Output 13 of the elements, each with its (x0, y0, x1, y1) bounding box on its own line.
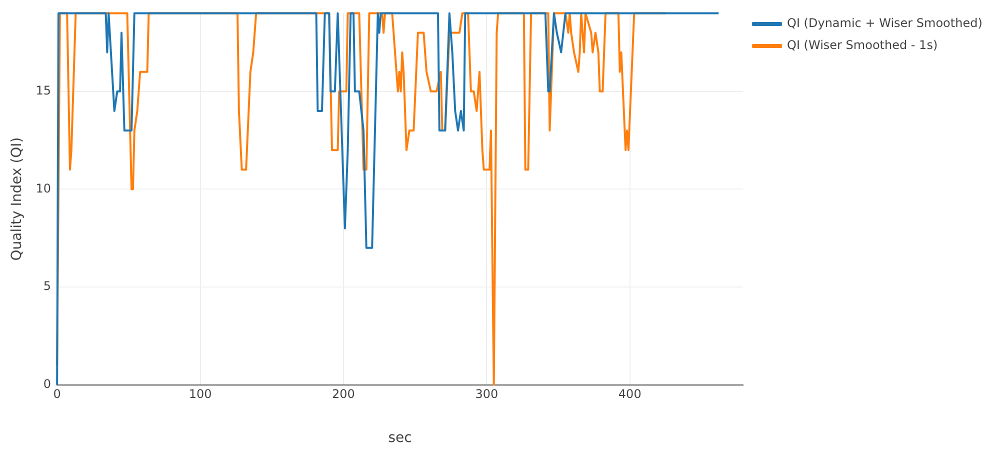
y-tick-label: 5 (43, 279, 52, 294)
x-tick-label: 0 (53, 387, 61, 402)
y-tick-label: 10 (36, 181, 52, 196)
legend-label: QI (Dynamic + Wiser Smoothed) (787, 16, 982, 30)
y-tick-label: 0 (43, 376, 52, 391)
legend-label: QI (Wiser Smoothed - 1s) (787, 38, 938, 52)
x-tick-label: 100 (188, 387, 212, 402)
x-axis-title: sec (388, 430, 412, 446)
y-tick-label: 15 (36, 84, 52, 98)
x-tick-label: 300 (475, 387, 498, 402)
x-tick-label: 400 (618, 387, 642, 402)
y-axis-title: Quality Index (QI) (9, 137, 26, 261)
x-tick-label: 200 (332, 387, 355, 402)
